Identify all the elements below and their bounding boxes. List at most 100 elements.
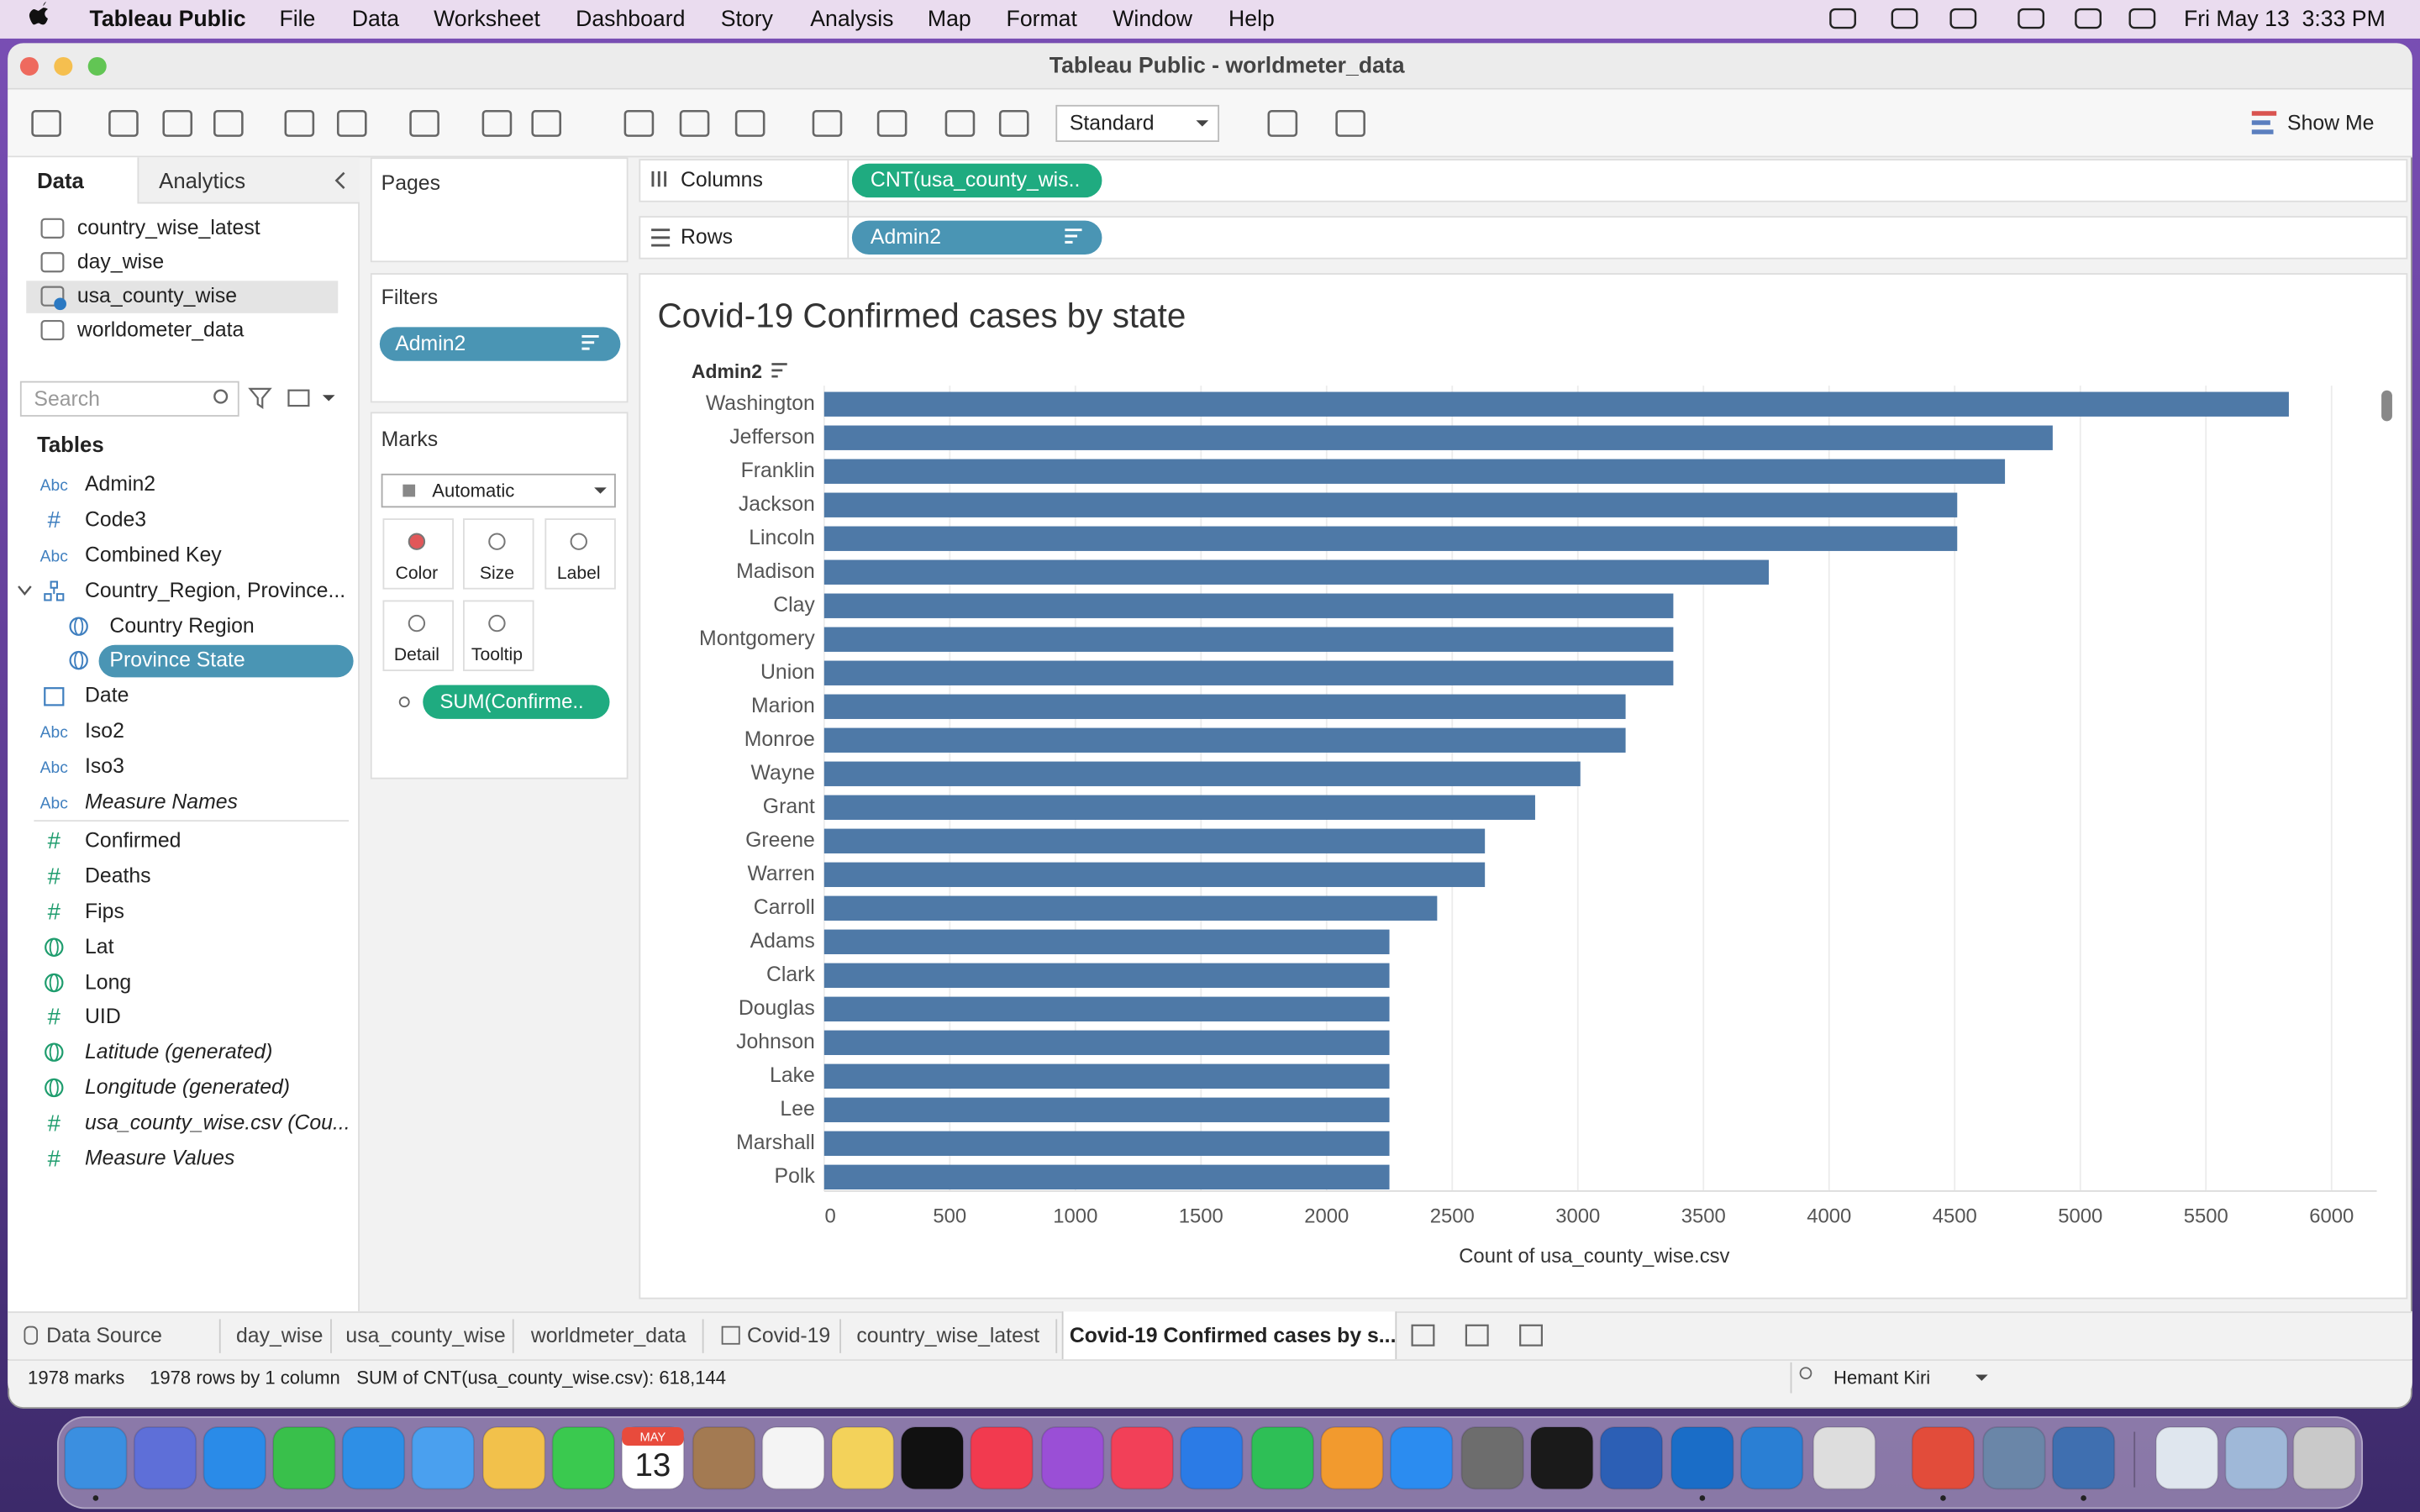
sheet-tab[interactable]: country_wise_latest xyxy=(856,1323,1040,1347)
tab-divider xyxy=(702,1319,704,1353)
marks-title: Marks xyxy=(381,427,439,451)
search-placeholder: Search xyxy=(34,387,100,411)
chart-title: Covid-19 Confirmed cases by state xyxy=(657,296,1186,335)
field-icon: Abc xyxy=(39,759,68,778)
active-tab xyxy=(1061,1311,1397,1360)
field-name[interactable]: Longitude (generated) xyxy=(85,1075,291,1099)
sheet-tab[interactable]: worldmeter_data xyxy=(530,1323,687,1347)
sheet-tab[interactable]: Covid-19 Confirmed cases by s... xyxy=(1069,1323,1397,1347)
sheet-tab[interactable]: day_wise xyxy=(236,1323,324,1347)
field-name[interactable]: Long xyxy=(85,970,132,994)
data-source[interactable]: usa_county_wise xyxy=(76,283,238,307)
pages-card xyxy=(370,157,629,263)
search-box[interactable] xyxy=(19,381,239,417)
status-summary: SUM of CNT(usa_county_wise.csv): 618,144 xyxy=(356,1367,727,1389)
field-name[interactable]: UID xyxy=(85,1004,121,1028)
menu-item[interactable]: Format xyxy=(1006,8,1077,33)
data-source[interactable]: worldometer_data xyxy=(76,318,245,341)
field-name[interactable]: Combined Key xyxy=(85,543,222,567)
field-name[interactable]: Iso2 xyxy=(85,718,124,743)
marks-card xyxy=(370,412,629,780)
field-icon: # xyxy=(47,899,60,927)
field-icon: # xyxy=(47,507,60,534)
fit-dropdown[interactable] xyxy=(1055,104,1220,142)
status-bar xyxy=(8,1359,2412,1399)
field-name[interactable]: Code3 xyxy=(85,507,147,531)
mark-type[interactable] xyxy=(381,473,616,508)
menu-item[interactable]: Worksheet xyxy=(434,8,540,33)
show-me[interactable]: Show Me xyxy=(2287,111,2375,134)
field-name[interactable]: Date xyxy=(85,683,129,707)
marks-pill[interactable] xyxy=(423,685,610,719)
field-name[interactable]: Province State xyxy=(109,648,245,671)
field-icon: Abc xyxy=(39,548,68,567)
field-name[interactable]: Confirmed xyxy=(85,828,182,852)
data-source[interactable]: day_wise xyxy=(76,249,165,274)
status-marks: 1978 marks xyxy=(28,1367,125,1389)
mark-button-label: Label xyxy=(556,564,601,584)
rows-pill[interactable] xyxy=(851,220,1102,255)
sheet-tab[interactable]: Covid-19 xyxy=(746,1323,831,1347)
field-name[interactable]: Admin2 xyxy=(85,472,156,496)
marks-pill-label: SUM(Confirme.. xyxy=(439,690,584,713)
field-name[interactable]: Deaths xyxy=(85,864,151,888)
field-icon: # xyxy=(47,1110,60,1137)
filter-pill-label: Admin2 xyxy=(395,331,466,355)
sheet-tab[interactable]: usa_county_wise xyxy=(345,1323,506,1347)
mark-button-label: Detail xyxy=(393,646,439,665)
data-source[interactable]: country_wise_latest xyxy=(76,216,260,239)
menu-item[interactable]: File xyxy=(279,8,316,33)
analytics-tab xyxy=(137,157,360,204)
menu-item[interactable]: Dashboard xyxy=(576,8,686,33)
field-name[interactable]: Iso3 xyxy=(85,754,124,778)
data-pane xyxy=(8,157,360,1312)
clock: Fri May 13 3:33 PM xyxy=(2183,8,2386,33)
menu-item[interactable]: Data xyxy=(351,8,400,33)
menu-item[interactable]: Story xyxy=(720,8,773,33)
mark-button[interactable] xyxy=(382,518,455,590)
mark-button[interactable] xyxy=(463,600,534,671)
pages-title: Pages xyxy=(381,171,440,195)
menu-item[interactable]: Analysis xyxy=(810,8,894,33)
field-name[interactable]: Measure Names xyxy=(85,790,238,813)
menu-item[interactable]: Map xyxy=(927,8,971,33)
tab-divider xyxy=(1055,1319,1058,1353)
columns-label: Columns xyxy=(681,168,763,192)
menu-bar xyxy=(0,0,2420,39)
field-name[interactable]: Measure Values xyxy=(85,1146,235,1170)
columns-pill[interactable] xyxy=(851,163,1102,198)
status-user[interactable]: Hemant Kiri xyxy=(1833,1367,1931,1389)
sheet-tab[interactable]: Data Source xyxy=(46,1323,162,1347)
tab-divider xyxy=(218,1319,221,1353)
filter-pill[interactable] xyxy=(379,327,621,361)
source-selected xyxy=(26,281,339,313)
menu-item[interactable]: Window xyxy=(1113,8,1193,33)
filters-title: Filters xyxy=(381,285,439,309)
window-title: Tableau Public - worldmeter_data xyxy=(1049,54,1405,79)
analytics-tab-label[interactable]: Analytics xyxy=(159,168,246,193)
menu-item[interactable]: Help xyxy=(1228,8,1275,33)
field-icon: Abc xyxy=(39,723,68,743)
field-name[interactable]: Country Region xyxy=(109,614,255,638)
field-icon: # xyxy=(47,1146,60,1173)
mark-button-label: Tooltip xyxy=(471,646,523,665)
mark-button-label: Color xyxy=(395,564,439,584)
field-icon: # xyxy=(47,1004,60,1031)
data-tab[interactable]: Data xyxy=(37,168,84,193)
fit-value: Standard xyxy=(1069,111,1155,134)
field-name[interactable]: usa_county_wise.csv (Cou... xyxy=(85,1110,350,1135)
field-name[interactable]: Latitude (generated) xyxy=(85,1039,273,1063)
field-icon: # xyxy=(47,828,60,855)
mark-button[interactable] xyxy=(463,518,534,590)
field-name[interactable]: Lat xyxy=(85,935,114,958)
row-header: Admin2 xyxy=(691,360,763,383)
data-tab-active xyxy=(8,157,138,204)
columns-pill-label: CNT(usa_county_wis.. xyxy=(870,168,1081,192)
field-name[interactable]: Country_Region, Province... xyxy=(85,578,346,602)
mark-button[interactable] xyxy=(382,600,455,671)
title-bar xyxy=(8,43,2412,90)
field-name[interactable]: Fips xyxy=(85,899,124,923)
mark-button[interactable] xyxy=(544,518,616,590)
